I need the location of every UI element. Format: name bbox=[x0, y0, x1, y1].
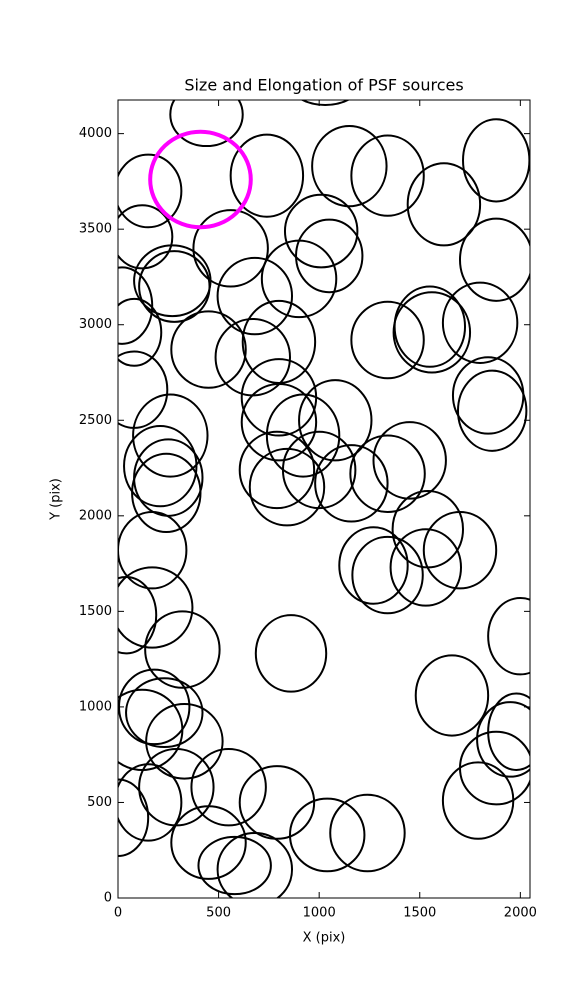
plot-area bbox=[118, 100, 530, 898]
psf-ellipse bbox=[145, 703, 224, 780]
psf-ellipse bbox=[216, 832, 294, 898]
psf-ellipse bbox=[372, 421, 447, 500]
psf-ellipse bbox=[295, 218, 364, 294]
psf-ellipse bbox=[123, 425, 198, 508]
y-tick-label: 0 bbox=[104, 891, 112, 906]
y-tick-label: 4000 bbox=[79, 126, 112, 141]
psf-ellipse bbox=[459, 217, 530, 302]
x-tick-label: 0 bbox=[114, 906, 122, 921]
psf-ellipse bbox=[298, 379, 373, 462]
psf-ellipse bbox=[349, 434, 426, 513]
psf-ellipse bbox=[132, 393, 209, 478]
psf-ellipse bbox=[118, 297, 163, 367]
psf-ellipse bbox=[487, 596, 530, 676]
psf-ellipse bbox=[192, 209, 269, 288]
psf-ellipse bbox=[350, 134, 425, 217]
psf-ellipse bbox=[170, 805, 247, 880]
psf-ellipse bbox=[118, 204, 174, 270]
x-tick-label: 1500 bbox=[403, 906, 436, 921]
y-tick-label: 3000 bbox=[79, 317, 112, 332]
x-tick-label: 1000 bbox=[303, 906, 336, 921]
psf-ellipse bbox=[118, 153, 183, 229]
psf-ellipse bbox=[300, 100, 351, 106]
psf-ellipse bbox=[254, 614, 328, 693]
y-tick-label: 1000 bbox=[79, 699, 112, 714]
psf-ellipse bbox=[240, 382, 318, 462]
psf-ellipse bbox=[441, 761, 515, 840]
psf-ellipse bbox=[311, 124, 388, 208]
psf-ellipse bbox=[476, 701, 530, 778]
psf-ellipse bbox=[329, 793, 406, 873]
psf-ellipse bbox=[138, 250, 211, 323]
psf-ellipse bbox=[118, 778, 150, 857]
psf-ellipse bbox=[133, 244, 212, 318]
psf-ellipse bbox=[170, 310, 247, 389]
psf-ellipse bbox=[118, 763, 183, 842]
x-tick-label: 500 bbox=[206, 906, 231, 921]
psf-ellipse bbox=[190, 747, 267, 827]
psf-ellipse bbox=[350, 300, 425, 380]
psf-ellipse bbox=[265, 393, 341, 478]
psf-ellipse bbox=[125, 677, 204, 749]
psf-ellipse bbox=[414, 654, 490, 737]
psf-ellipse bbox=[392, 291, 472, 374]
y-tick-label: 500 bbox=[87, 795, 112, 810]
psf-ellipse bbox=[462, 118, 530, 203]
psf-ellipse bbox=[351, 535, 424, 615]
psf-ellipse bbox=[422, 510, 498, 590]
y-tick-label: 1500 bbox=[79, 604, 112, 619]
psf-ellipse bbox=[118, 575, 158, 655]
y-axis-label: Y (pix) bbox=[49, 478, 64, 521]
y-tick-label: 2000 bbox=[79, 508, 112, 523]
plot-frame bbox=[117, 99, 531, 899]
psf-ellipse bbox=[314, 444, 389, 523]
x-axis-label: X (pix) bbox=[303, 931, 346, 946]
psf-ellipse bbox=[144, 610, 221, 689]
psf-ellipse bbox=[169, 100, 244, 148]
psf-ellipse bbox=[216, 256, 294, 336]
psf-ellipse bbox=[131, 452, 202, 534]
chart-title: Size and Elongation of PSF sources bbox=[184, 76, 463, 95]
psf-ellipse bbox=[441, 281, 519, 364]
psf-ellipse bbox=[283, 193, 359, 269]
psf-ellipse bbox=[406, 162, 482, 247]
psf-ellipse bbox=[229, 133, 305, 218]
psf-ellipse bbox=[238, 430, 316, 510]
psf-ellipse bbox=[338, 526, 409, 605]
psf-ellipse bbox=[197, 835, 272, 896]
psf-ellipse bbox=[238, 765, 316, 840]
psf-ellipse bbox=[289, 797, 366, 873]
psf-ellipse bbox=[118, 266, 154, 345]
psf-ellipse bbox=[260, 239, 338, 319]
psf-ellipse bbox=[389, 528, 462, 607]
psf-ellipse bbox=[148, 129, 253, 230]
y-tick-label: 2500 bbox=[79, 413, 112, 428]
x-tick-label: 2000 bbox=[504, 906, 537, 921]
psf-ellipse bbox=[118, 566, 194, 649]
y-tick-label: 3500 bbox=[79, 222, 112, 237]
psf-ellipse bbox=[248, 447, 326, 527]
psf-ellipse bbox=[118, 511, 188, 590]
psf-ellipse bbox=[456, 369, 528, 452]
